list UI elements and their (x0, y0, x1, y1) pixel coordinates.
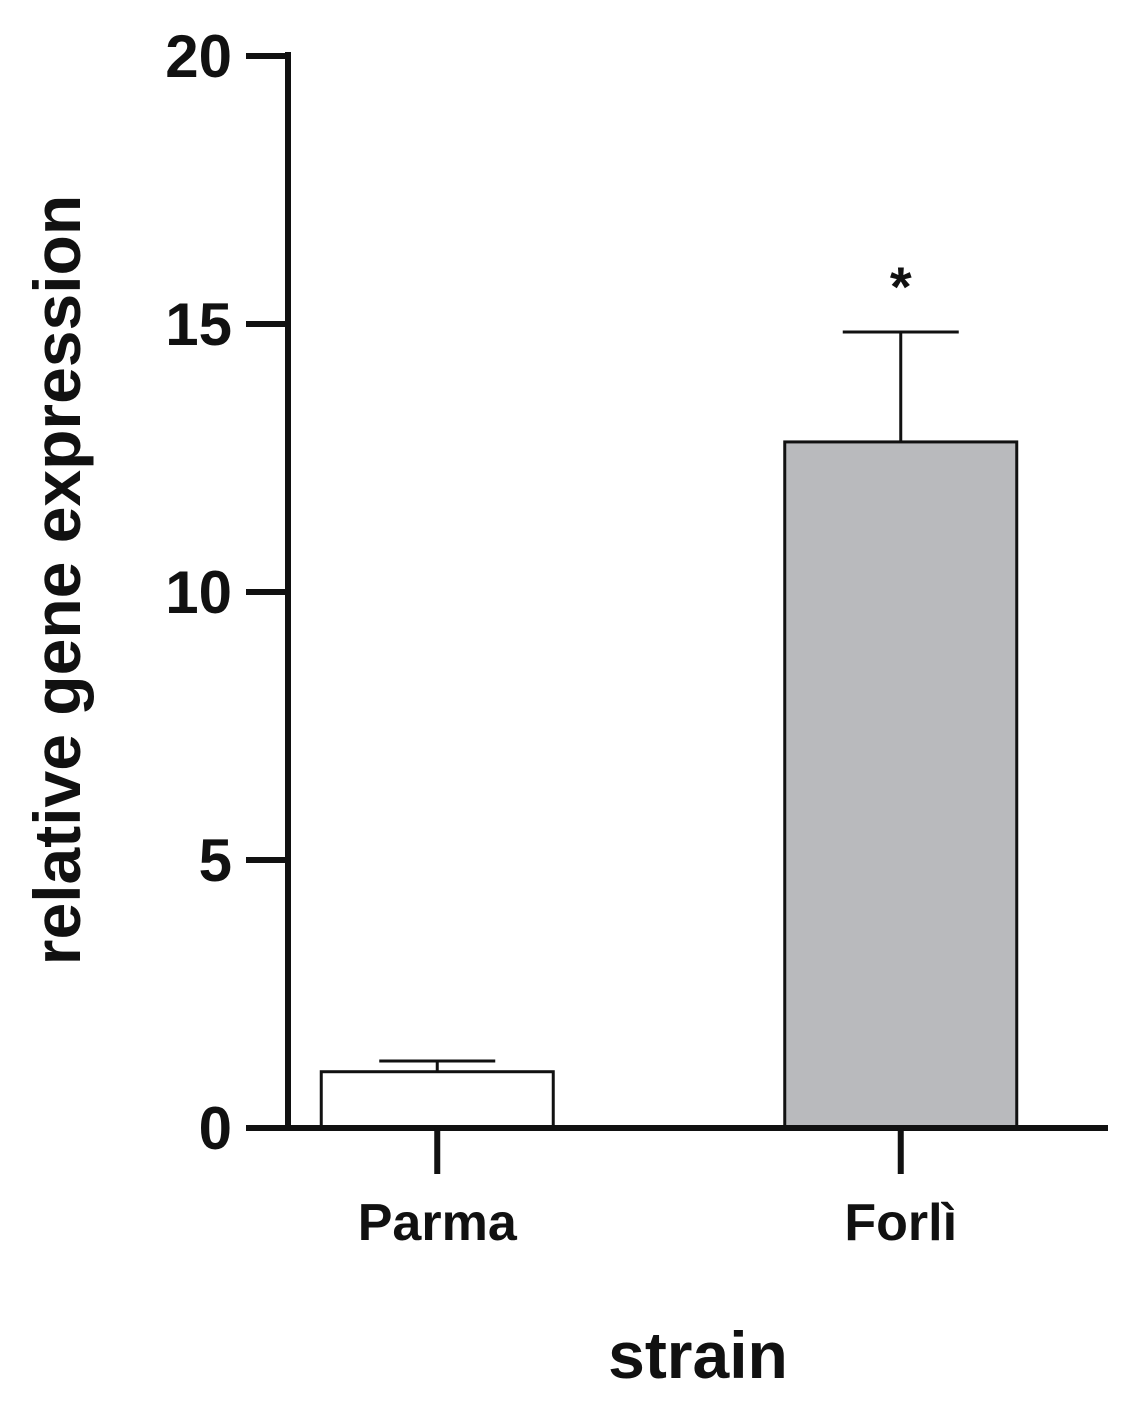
y-tick-label: 0 (199, 1095, 232, 1162)
y-tick-label: 15 (165, 291, 232, 358)
bar-parma (319, 1070, 555, 1130)
labels-layer: 0 5 10 15 20 Parma Forlì * (165, 23, 957, 1252)
ticks-layer (246, 53, 904, 1174)
y-tick-label: 10 (165, 559, 232, 626)
y-tick-label: 20 (165, 23, 232, 90)
significance-marker: * (890, 255, 912, 318)
y-tick-label: 5 (199, 827, 232, 894)
x-tick-label: Parma (358, 1194, 518, 1252)
x-axis-title: strain (608, 1318, 788, 1392)
y-axis-title: relative gene expression (20, 195, 94, 965)
bars-layer (319, 330, 1019, 1130)
x-tick-label: Forlì (844, 1194, 957, 1252)
bar-forl- (783, 440, 1019, 1130)
